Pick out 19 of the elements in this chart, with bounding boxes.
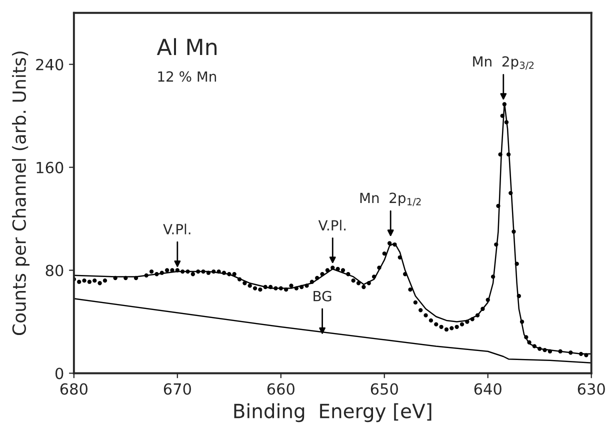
annotation: BG	[314, 290, 332, 302]
x-tick-label: 680	[60, 383, 88, 395]
x-tick-label: 670	[164, 383, 191, 395]
x-tick-label: 630	[578, 383, 605, 395]
annotation: V.Pl.	[163, 224, 190, 234]
x-tick-label: 640	[474, 383, 502, 395]
x-tick-label: 650	[370, 383, 398, 395]
annotation: V.Pl.	[318, 220, 346, 230]
y-axis-title: Counts per Channel (arb. Units)	[12, 52, 30, 336]
y-tick-label: 240	[36, 58, 64, 70]
annotation: 12 % Mn	[158, 71, 216, 82]
y-tick-label: 80	[46, 264, 64, 276]
x-tick-label: 660	[267, 383, 294, 395]
annotation: Mn 2p$_{3/2}$	[473, 56, 534, 70]
annotation: Al Mn	[156, 38, 217, 56]
y-tick-label: 0	[55, 368, 64, 380]
x-axis-title: Binding Energy [eV]	[234, 403, 432, 422]
y-tick-label: 160	[36, 162, 64, 174]
annotation: Mn 2p$_{1/2}$	[360, 192, 421, 206]
